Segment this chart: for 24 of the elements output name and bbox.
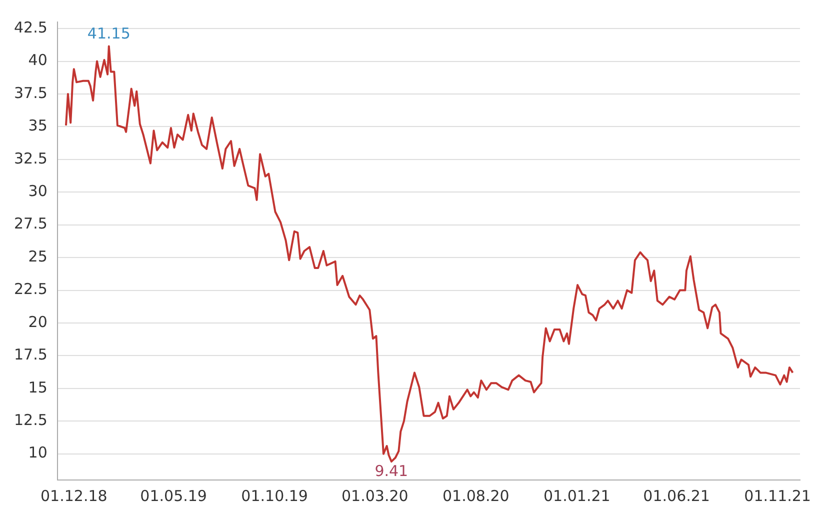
y-tick-label: 12.5 [14,411,48,430]
x-tick-label: 01.10.19 [241,486,308,505]
y-tick-label: 15 [28,378,48,396]
x-tick-label: 01.01.21 [543,486,610,505]
y-tick-label: 37.5 [14,84,48,102]
y-tick-label: 27.5 [14,214,48,233]
x-tick-label: 01.08.20 [442,486,510,505]
y-tick-label: 25 [28,247,48,266]
annotation: 41.15 [87,24,130,43]
y-tick-label: 22.5 [14,280,48,298]
y-tick-label: 20 [28,312,48,331]
y-tick-label: 10 [28,444,48,462]
y-tick-label: 35 [28,116,48,135]
y-tick-label: 32.5 [14,149,48,168]
y-tick-label: 17.5 [14,346,48,364]
y-tick-label: 42.5 [14,18,48,36]
x-tick-label: 01.05.19 [140,486,207,505]
y-tick-label: 30 [28,182,48,200]
y-tick-label: 40 [28,51,48,70]
x-tick-label: 01.03.20 [342,486,408,505]
annotation: 9.41 [374,462,408,480]
x-tick-label: 01.06.21 [643,486,710,505]
x-tick-label: 01.12.18 [40,486,108,505]
x-tick-label: 01.11.21 [744,486,811,505]
